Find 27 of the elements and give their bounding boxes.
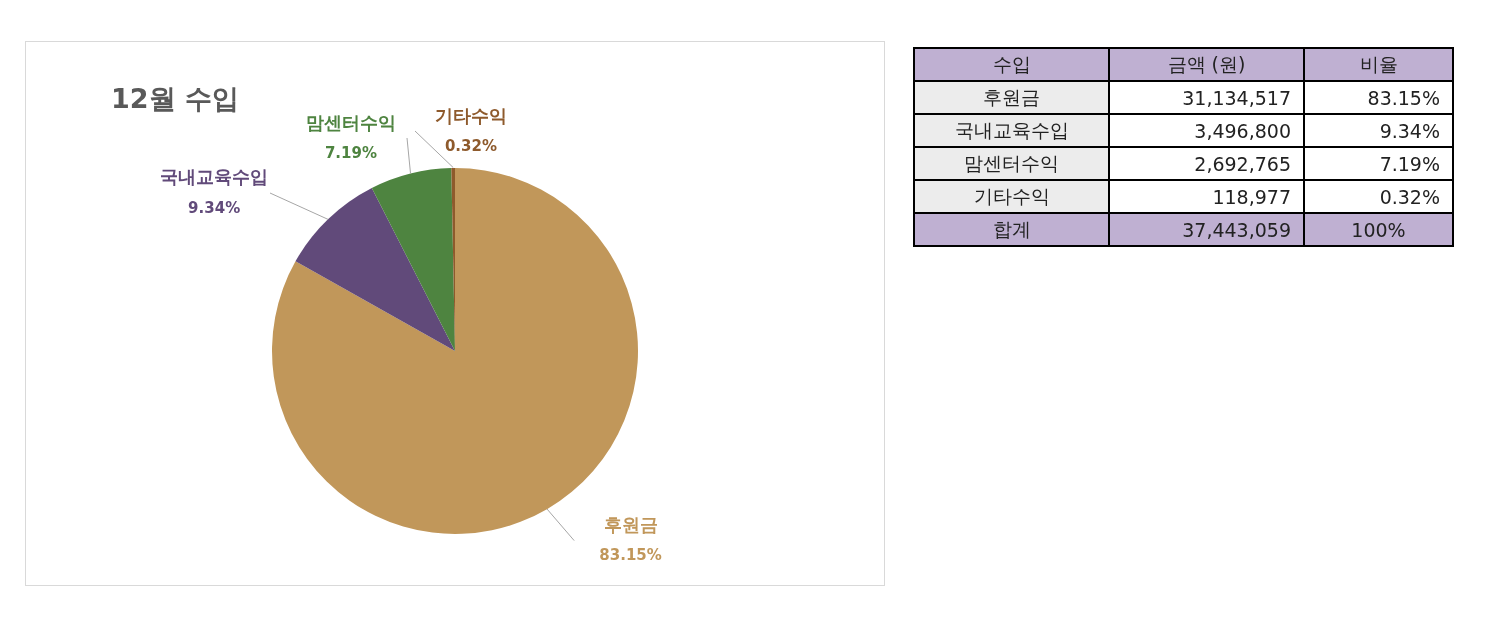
text: 0.32%: [1304, 180, 1453, 213]
text: 기타수익: [914, 180, 1109, 213]
text: 100%: [1304, 213, 1453, 246]
text: 118,977: [1109, 180, 1304, 213]
text: 2,692,765: [1109, 147, 1304, 180]
text: 후원금: [914, 81, 1109, 114]
text: 37,443,059: [1109, 213, 1304, 246]
text: 맘센터수익: [914, 147, 1109, 180]
slice-label: 맘센터수익: [305, 111, 396, 133]
data-label: 0.32%: [444, 137, 497, 156]
data-label: 7.19%: [324, 143, 377, 162]
data-label: 9.34%: [188, 198, 241, 217]
text: 금액 (원): [1109, 48, 1304, 81]
text: 수입: [914, 48, 1109, 81]
text: 국내교육수입: [914, 114, 1109, 147]
text: 3,496,800: [1109, 114, 1304, 147]
text: 7.19%: [1304, 147, 1453, 180]
text: 9.34%: [1304, 114, 1453, 147]
data-label: 83.15%: [599, 546, 662, 565]
slice-label: 후원금: [603, 514, 658, 536]
text: 31,134,517: [1109, 81, 1304, 114]
slice-label: 국내교육수입: [160, 166, 269, 188]
text: 비율: [1304, 48, 1453, 81]
chart-title: 12월 수입: [111, 83, 239, 115]
slice-label: 기타수익: [434, 105, 507, 127]
text: 83.15%: [1304, 81, 1453, 114]
text: 합계: [914, 213, 1109, 246]
